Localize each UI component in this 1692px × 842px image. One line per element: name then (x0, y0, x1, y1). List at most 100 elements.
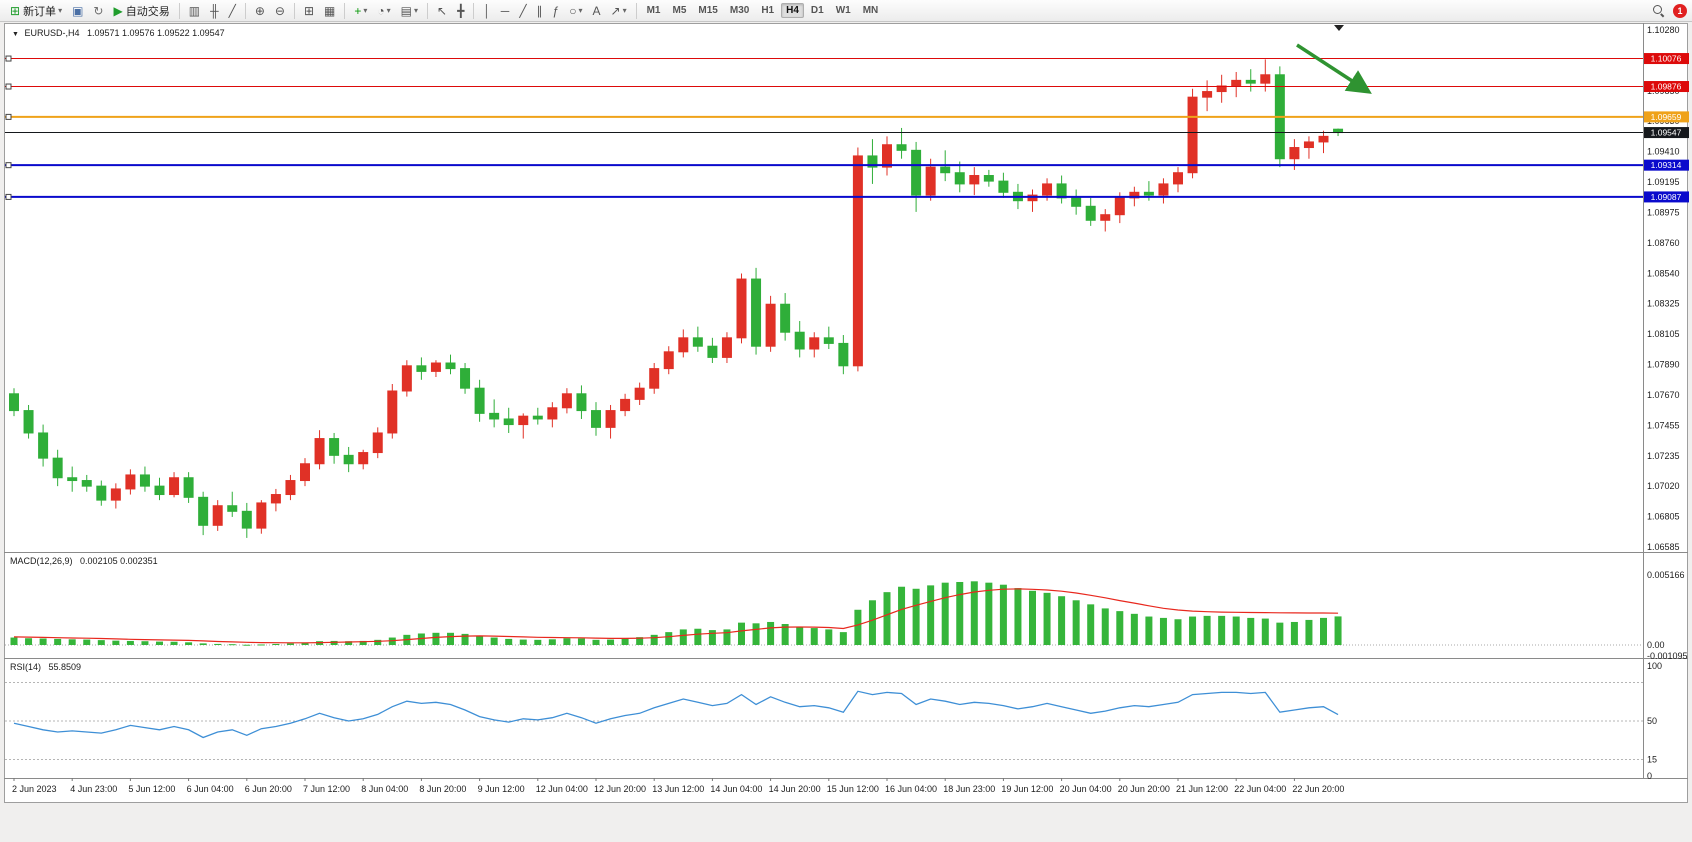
timeframe-m5-button[interactable]: M5 (672, 5, 687, 16)
vertical-line-button[interactable]: │ (479, 1, 495, 21)
macd-histogram-bar (374, 639, 382, 645)
channel-icon: ∥ (536, 3, 543, 18)
candlestick-chart-button[interactable]: ╫ (206, 1, 223, 21)
timeframe-m30-button[interactable]: M30 (729, 5, 750, 16)
support-line-lower-handle[interactable] (5, 193, 12, 200)
timeframe-d1-button[interactable]: D1 (810, 5, 824, 16)
trendline-icon: ╱ (519, 3, 527, 18)
candle-body (139, 474, 150, 487)
chevron-down-icon[interactable]: ▾ (622, 6, 627, 15)
search-icon[interactable] (1653, 4, 1665, 17)
macd-histogram-bar (272, 643, 280, 645)
toolbar-separator (178, 2, 180, 19)
candle-body (532, 415, 543, 420)
macd-values: 0.002105 0.002351 (80, 556, 158, 566)
chevron-down-icon[interactable]: ▾ (58, 6, 63, 15)
cursor-button[interactable]: ↖ (433, 1, 451, 21)
bar-chart-button[interactable]: ▥ (185, 1, 204, 21)
macd-histogram-bar (1130, 613, 1138, 645)
time-axis-label: 19 Jun 12:00 (1001, 784, 1053, 794)
macd-histogram-bar (985, 582, 993, 645)
macd-histogram-bar (694, 628, 702, 645)
zoom-out-button[interactable]: ⊖ (271, 1, 289, 21)
timeframe-mn-button[interactable]: MN (862, 5, 879, 16)
autotrade-button[interactable]: ▶ 自动交易 (109, 1, 173, 21)
pivot-line-handle[interactable] (5, 113, 12, 120)
time-axis-label: 9 Jun 12:00 (478, 784, 525, 794)
symbol-period-label: EURUSD-,H4 (24, 28, 80, 38)
chevron-down-icon[interactable]: ▾ (578, 6, 583, 15)
candle-body (503, 418, 514, 426)
time-axis-label: 5 Jun 12:00 (128, 784, 175, 794)
candle-body (678, 337, 689, 353)
templates-button[interactable]: ▤ ▾ (397, 1, 422, 21)
toolbar-groups: ⊞ 新订单 ▾ ▣ ↻ ▶ 自动交易 ▥ ╫ ╱ ⊕ ⊖ ⊞ ▦ + ▾ ◔ ▾ ▤ ▾ ↖ ╋ │ ─ ╱ ∥ ƒ ○ ▾ A ↗ ▾ (5, 1, 632, 21)
resistance-line-upper-handle[interactable] (5, 55, 12, 62)
periods-button[interactable]: ◔ ▾ (373, 1, 394, 21)
arrows-icon: ↗ (610, 3, 621, 18)
candle-body (1071, 197, 1082, 207)
candle-body (561, 393, 572, 409)
candle-body (663, 351, 674, 370)
candle-body (270, 494, 281, 504)
candle-body (96, 485, 107, 501)
timeframe-w1-button[interactable]: W1 (835, 5, 851, 16)
indicators-button[interactable]: + ▾ (350, 1, 371, 21)
macd-histogram-bar (621, 638, 629, 645)
time-axis-label: 14 Jun 20:00 (769, 784, 821, 794)
fibonacci-button[interactable]: ƒ (549, 1, 564, 21)
chart-window[interactable] (4, 23, 1688, 803)
zoom-in-button[interactable]: ⊕ (251, 1, 269, 21)
tile-windows-button[interactable]: ⊞ (300, 1, 318, 21)
line-chart-button[interactable]: ╱ (225, 1, 240, 21)
timeframe-h1-button[interactable]: H1 (761, 5, 775, 16)
macd-histogram-bar (927, 585, 935, 645)
profiles-button[interactable]: ↻ (89, 1, 107, 21)
candle-body (343, 454, 354, 465)
time-axis-label: 8 Jun 20:00 (419, 784, 466, 794)
price-axis-label: 1.07235 (1647, 451, 1680, 461)
trendline-button[interactable]: ╱ (515, 1, 530, 21)
timeframe-h4-button[interactable]: H4 (781, 3, 804, 18)
charts-button[interactable]: ▣ (68, 1, 87, 21)
new-order-label: 新订单 (23, 5, 57, 18)
time-axis-label: 16 Jun 04:00 (885, 784, 937, 794)
toolbar: ⊞ 新订单 ▾ ▣ ↻ ▶ 自动交易 ▥ ╫ ╱ ⊕ ⊖ ⊞ ▦ + ▾ ◔ ▾ ▤ ▾ ↖ ╋ │ ─ ╱ ∥ ƒ ○ ▾ A ↗ ▾ M1… (0, 0, 1692, 22)
shapes-button[interactable]: ○ ▾ (565, 1, 586, 21)
new-order-button[interactable]: ⊞ 新订单 ▾ (6, 1, 66, 21)
macd-histogram-bar (854, 609, 862, 645)
macd-histogram-bar (650, 634, 658, 645)
chevron-down-icon[interactable]: ▾ (363, 6, 368, 15)
timeframe-m15-button[interactable]: M15 (698, 5, 718, 16)
arrows-button[interactable]: ↗ ▾ (607, 1, 631, 21)
trend-arrow-annotation[interactable] (1296, 43, 1372, 94)
support-line-upper-handle[interactable] (5, 162, 12, 169)
chevron-down-icon[interactable]: ▾ (413, 6, 418, 15)
candle-body (1114, 197, 1125, 216)
horizontal-line-button[interactable]: ─ (497, 1, 514, 21)
macd-histogram-bar (534, 639, 542, 645)
candle-body (52, 457, 63, 479)
timeframe-m1-button[interactable]: M1 (646, 5, 661, 16)
channel-button[interactable]: ∥ (533, 1, 547, 21)
price-axis-label: 1.07670 (1647, 390, 1680, 400)
chevron-down-icon[interactable]: ▾ (386, 6, 391, 15)
time-axis-label: 22 Jun 20:00 (1292, 784, 1344, 794)
macd-histogram-bar (1159, 617, 1167, 645)
candle-body (1173, 172, 1183, 185)
candle-body (430, 362, 441, 372)
rsi-line (13, 690, 1339, 739)
text-button[interactable]: A (589, 1, 605, 21)
crosshair-button[interactable]: ╋ (453, 1, 468, 21)
notification-badge[interactable]: 1 (1673, 3, 1687, 18)
auto-arrange-button[interactable]: ▦ (320, 1, 339, 21)
candle-body (1143, 191, 1154, 196)
resistance-line-lower-handle[interactable] (5, 83, 12, 90)
candle-body (67, 477, 78, 482)
macd-histogram-bar (548, 639, 556, 645)
macd-histogram-bar (243, 644, 251, 646)
collapse-triangle-icon[interactable]: ▼ (12, 31, 19, 38)
candle-body (591, 410, 601, 428)
candle-body (169, 477, 180, 496)
